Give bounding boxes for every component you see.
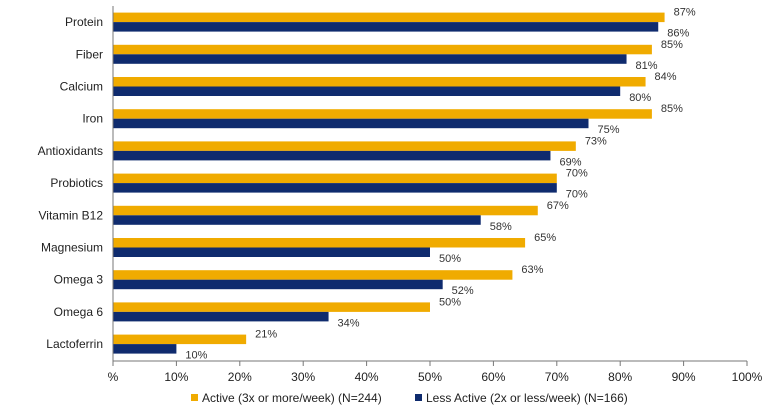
bar-active — [113, 109, 652, 119]
bar-less-active — [113, 86, 621, 96]
category-label: Iron — [82, 112, 103, 126]
bar-active — [113, 44, 652, 55]
data-label: 70% — [566, 168, 588, 180]
bar-less-active — [113, 247, 430, 257]
data-label: 58% — [490, 221, 512, 233]
data-label: 69% — [559, 156, 581, 168]
bar-active — [113, 238, 526, 248]
data-label: 85% — [661, 103, 683, 115]
data-label: 52% — [452, 285, 474, 297]
x-tick-label: 40% — [355, 370, 379, 384]
data-label: 50% — [439, 296, 461, 308]
data-label: 73% — [585, 135, 607, 147]
bars-layer: 87%86%85%81%84%80%85%75%73%69%70%70%67%5… — [113, 7, 696, 362]
legend-label-active: Active (3x or more/week) (N=244) — [202, 391, 382, 405]
bar-active — [113, 302, 430, 312]
data-label: 87% — [674, 7, 696, 19]
category-label: Probiotics — [50, 176, 103, 190]
data-label: 75% — [598, 124, 620, 136]
bar-less-active — [113, 22, 659, 32]
category-label: Fiber — [76, 47, 103, 61]
category-label: Omega 6 — [54, 305, 104, 319]
bar-active — [113, 205, 538, 216]
bar-less-active — [113, 183, 557, 193]
data-label: 84% — [655, 71, 677, 83]
x-tick-label: 80% — [608, 370, 632, 384]
category-labels: Protein Fiber Calcium Iron Antioxidants Probi… — [38, 15, 104, 351]
bar-active — [113, 12, 665, 23]
data-label: 50% — [439, 253, 461, 265]
legend-label-less-active: Less Active (2x or less/week) (N=166) — [426, 391, 628, 405]
data-label: 65% — [534, 232, 556, 244]
data-label: 85% — [661, 39, 683, 51]
bar-active — [113, 270, 513, 280]
bar-less-active — [113, 344, 177, 354]
bar-active — [113, 141, 576, 151]
data-label: 70% — [566, 189, 588, 201]
bar-active — [113, 77, 646, 87]
bar-less-active — [113, 54, 627, 64]
bar-less-active — [113, 215, 481, 225]
category-label: Antioxidants — [38, 144, 103, 158]
x-tick-label: 50% — [418, 370, 442, 384]
x-tick-label: 60% — [481, 370, 505, 384]
x-tick-label: % — [108, 370, 119, 384]
category-label: Magnesium — [41, 241, 103, 255]
bar-less-active — [113, 311, 329, 322]
data-label: 86% — [667, 28, 689, 40]
category-label: Vitamin B12 — [39, 208, 104, 222]
x-tick-label: 10% — [164, 370, 188, 384]
category-label: Lactoferrin — [46, 337, 103, 351]
bar-active — [113, 334, 247, 345]
data-label: 80% — [629, 92, 651, 104]
data-label: 67% — [547, 200, 569, 212]
bar-active — [113, 173, 557, 184]
bar-less-active — [113, 118, 589, 129]
x-tick-label: 20% — [228, 370, 252, 384]
x-tick-label: 100% — [732, 370, 763, 384]
category-label: Protein — [65, 15, 103, 29]
data-label: 34% — [338, 317, 360, 329]
bar-less-active — [113, 150, 551, 161]
x-tick-label: 30% — [291, 370, 315, 384]
category-label: Omega 3 — [54, 273, 104, 287]
data-label: 81% — [636, 60, 658, 72]
x-axis: % 10% 20% 30% 40% 50% 60% 70% 80% 90% 100% — [108, 6, 763, 384]
x-tick-label: 90% — [672, 370, 696, 384]
x-tick-label: 70% — [545, 370, 569, 384]
category-label: Calcium — [60, 80, 103, 94]
legend: Active (3x or more/week) (N=244) Less Act… — [191, 391, 628, 405]
legend-swatch-less-active — [415, 394, 422, 401]
bar-less-active — [113, 279, 443, 290]
data-label: 10% — [185, 350, 207, 362]
data-label: 63% — [521, 264, 543, 276]
data-label: 21% — [255, 329, 277, 341]
legend-swatch-active — [191, 394, 198, 401]
